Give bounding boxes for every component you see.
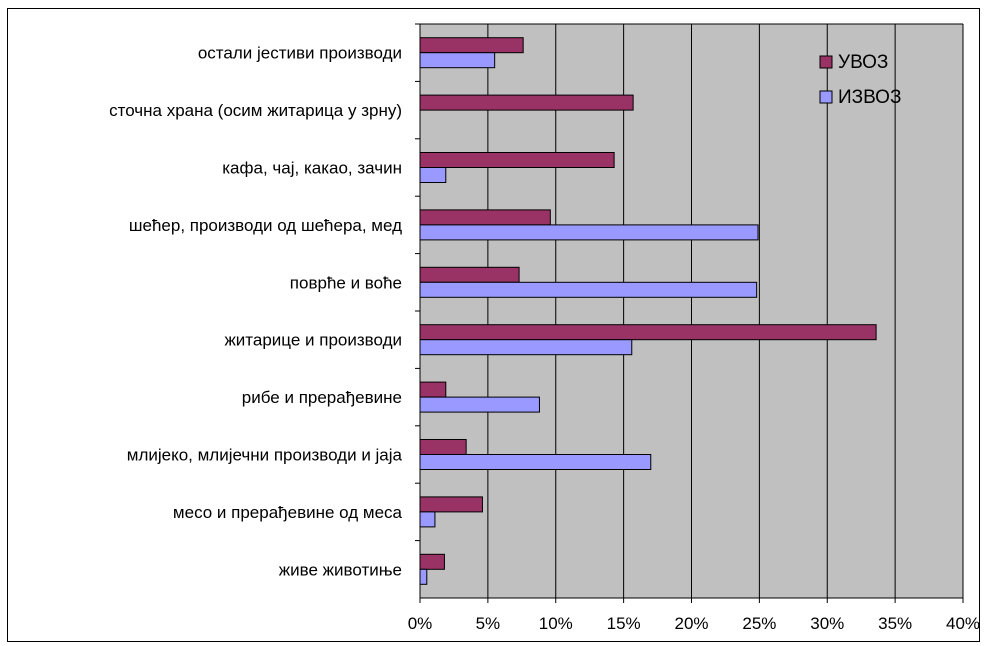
x-tick-label: 15% <box>607 614 641 633</box>
category-label: живе животиње <box>279 560 402 579</box>
category-label: млијеко, млијечни производи и јаја <box>127 446 403 465</box>
category-labels: остали јестиви производи сточна храна (ос… <box>109 44 402 580</box>
axes <box>415 23 964 603</box>
x-tick-label: 35% <box>878 614 912 633</box>
bar-izvoz <box>419 167 447 183</box>
x-tick-labels: 0% 5% 10% 15% 20% 25% 30% 35% 40% <box>408 614 980 633</box>
bar-izvoz <box>419 52 496 69</box>
x-tick-label: 25% <box>742 614 776 633</box>
category-label: поврће и воће <box>290 273 402 292</box>
bar-uvoz <box>419 209 551 226</box>
x-tick-label: 30% <box>810 614 844 633</box>
legend-swatch <box>819 55 833 69</box>
bar-uvoz <box>419 94 634 111</box>
bar-izvoz <box>419 511 436 528</box>
bar-izvoz <box>419 281 758 298</box>
bar-izvoz <box>419 396 540 413</box>
x-tick-label: 5% <box>476 614 501 633</box>
bar-uvoz <box>419 324 877 341</box>
bar-izvoz <box>419 224 759 241</box>
category-label: сточна храна (осим житарица у зрну) <box>109 101 402 120</box>
bar-izvoz <box>419 339 633 356</box>
bar-uvoz <box>419 496 483 513</box>
bar-uvoz <box>419 37 524 54</box>
category-label: рибе и прерађевине <box>242 388 402 407</box>
bar-izvoz <box>419 454 652 470</box>
category-label: кафа, чај, какао, зачин <box>222 159 402 178</box>
x-tick-label: 20% <box>674 614 708 633</box>
bar-uvoz <box>419 553 445 570</box>
category-label: месо и прерађевине од меса <box>173 503 403 522</box>
legend-swatch <box>819 90 833 104</box>
legend-label: ИЗВОЗ <box>838 87 901 108</box>
bar-uvoz <box>419 381 447 398</box>
category-label: остали јестиви производи <box>198 44 402 63</box>
category-label: шећер, производи од шећера, мед <box>129 216 402 235</box>
legend-label: УВОЗ <box>838 52 888 73</box>
x-tick-label: 10% <box>539 614 573 633</box>
x-tick-label: 40% <box>946 614 980 633</box>
bar-uvoz <box>419 152 615 168</box>
grid-lines <box>487 24 964 598</box>
legend: УВОЗ ИЗВОЗ <box>819 52 901 108</box>
bar-uvoz <box>419 266 520 283</box>
category-label: житарице и производи <box>224 331 402 350</box>
bar-uvoz <box>419 439 467 455</box>
bars <box>419 37 877 585</box>
x-tick-label: 0% <box>408 614 433 633</box>
bar-izvoz <box>419 568 428 585</box>
